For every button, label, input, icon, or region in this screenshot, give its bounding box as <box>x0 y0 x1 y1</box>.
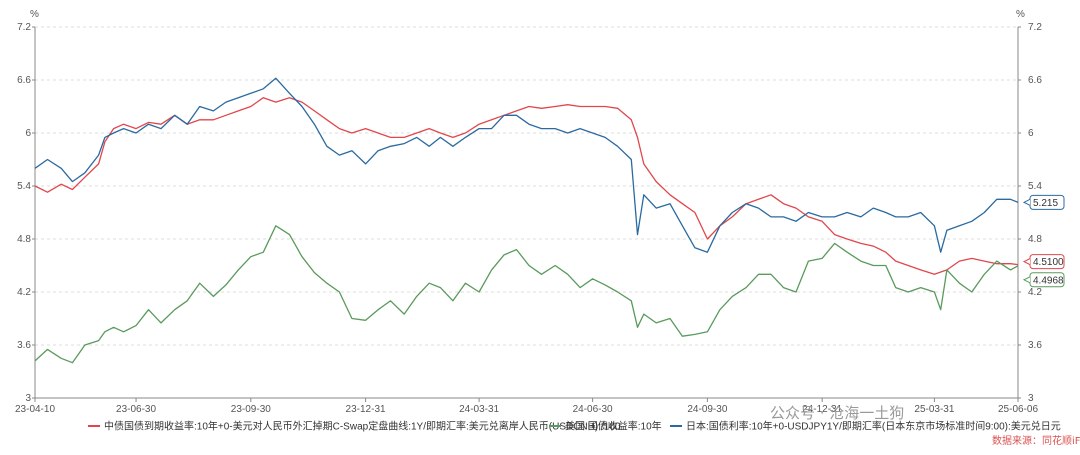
x-tick-label: 23-09-30 <box>231 404 271 415</box>
series-line-0 <box>34 97 1019 275</box>
end-label-pointer <box>1022 258 1031 266</box>
end-label-pointer <box>1022 198 1031 206</box>
y-tick-label-right: 6 <box>1028 128 1034 139</box>
series-lines <box>34 77 1019 364</box>
legend: 中债国债到期收益率:10年+0-美元对人民币外汇掉期C-Swap定盘曲线:1Y/… <box>88 420 1061 433</box>
watermark-text: 公众号 · 沧海一土狗 <box>770 404 904 422</box>
y-tick-label-right: 7.2 <box>1028 22 1042 33</box>
end-label-0: 4.5100 <box>1022 254 1065 270</box>
legend-label: 日本:国债利率:10年+0-USDJPY1Y/即期汇率(日本东京市场标准时间9:… <box>686 420 1061 433</box>
series-line-1 <box>34 225 1019 364</box>
x-tick-label: 23-12-31 <box>346 404 386 415</box>
y-tick-label-right: 3.6 <box>1028 340 1042 351</box>
legend-item-0[interactable]: 中债国债到期收益率:10年+0-美元对人民币外汇掉期C-Swap定盘曲线:1Y/… <box>88 420 621 433</box>
end-label-2: 5.215 <box>1022 194 1065 210</box>
right-axis-unit: % <box>1016 9 1025 20</box>
y-tick-label-left: 3.6 <box>17 340 31 351</box>
end-label-text: 4.4968 <box>1033 275 1064 286</box>
x-tick-label: 23-04-10 <box>15 404 55 415</box>
x-axis: 23-04-10 23-06-30 23-09-30 23-12-31 24-03-31… <box>15 397 1038 415</box>
source-text: 数据来源：同花顺iFinD <box>992 434 1080 447</box>
y-tick-label-left: 4.2 <box>17 287 31 298</box>
end-label-text: 5.215 <box>1033 198 1058 209</box>
legend-item-2[interactable]: 日本:国债利率:10年+0-USDJPY1Y/即期汇率(日本东京市场标准时间9:… <box>670 420 1061 433</box>
y-tick-label-left: 7.2 <box>17 22 31 33</box>
x-tick-label: 24-12-31 <box>802 404 842 415</box>
end-label-text: 4.5100 <box>1033 257 1064 268</box>
grid-lines <box>35 26 1018 346</box>
x-tick-label: 24-09-30 <box>687 404 727 415</box>
y-tick-label-right: 3 <box>1028 393 1034 404</box>
y-tick-label-right: 4.8 <box>1028 234 1042 245</box>
x-tick-label: 24-06-30 <box>573 404 613 415</box>
end-labels: 5.215 4.5100 4.4968 <box>1022 194 1065 288</box>
y-tick-label-left: 6.6 <box>17 75 31 86</box>
y-tick-label-left: 3 <box>25 393 31 404</box>
series-line-2 <box>34 77 1019 253</box>
y-tick-label-left: 6 <box>25 128 31 139</box>
left-axis: % 3 3.6 4.2 4.8 5.4 6 6.6 7.2 <box>17 9 39 404</box>
end-label-1: 4.4968 <box>1022 272 1065 288</box>
x-tick-label: 25-03-31 <box>914 404 954 415</box>
left-axis-unit: % <box>30 9 39 20</box>
y-tick-label-right: 6.6 <box>1028 75 1042 86</box>
y-tick-label-right: 4.2 <box>1028 287 1042 298</box>
right-axis: % 3 3.6 4.2 4.8 5.4 6 6.6 7.2 <box>1016 9 1042 404</box>
legend-label: 中债国债到期收益率:10年+0-美元对人民币外汇掉期C-Swap定盘曲线:1Y/… <box>104 420 621 433</box>
x-tick-label: 25-06-06 <box>998 404 1038 415</box>
x-tick-label: 23-06-30 <box>116 404 156 415</box>
x-tick-label: 24-03-31 <box>459 404 499 415</box>
y-tick-label-right: 5.4 <box>1028 181 1042 192</box>
legend-label: 美国:国债收益率:10年 <box>565 420 662 433</box>
legend-item-1[interactable]: 美国:国债收益率:10年 <box>549 420 662 433</box>
y-tick-label-left: 4.8 <box>17 234 31 245</box>
end-label-pointer <box>1022 276 1031 284</box>
y-tick-label-left: 5.4 <box>17 181 31 192</box>
